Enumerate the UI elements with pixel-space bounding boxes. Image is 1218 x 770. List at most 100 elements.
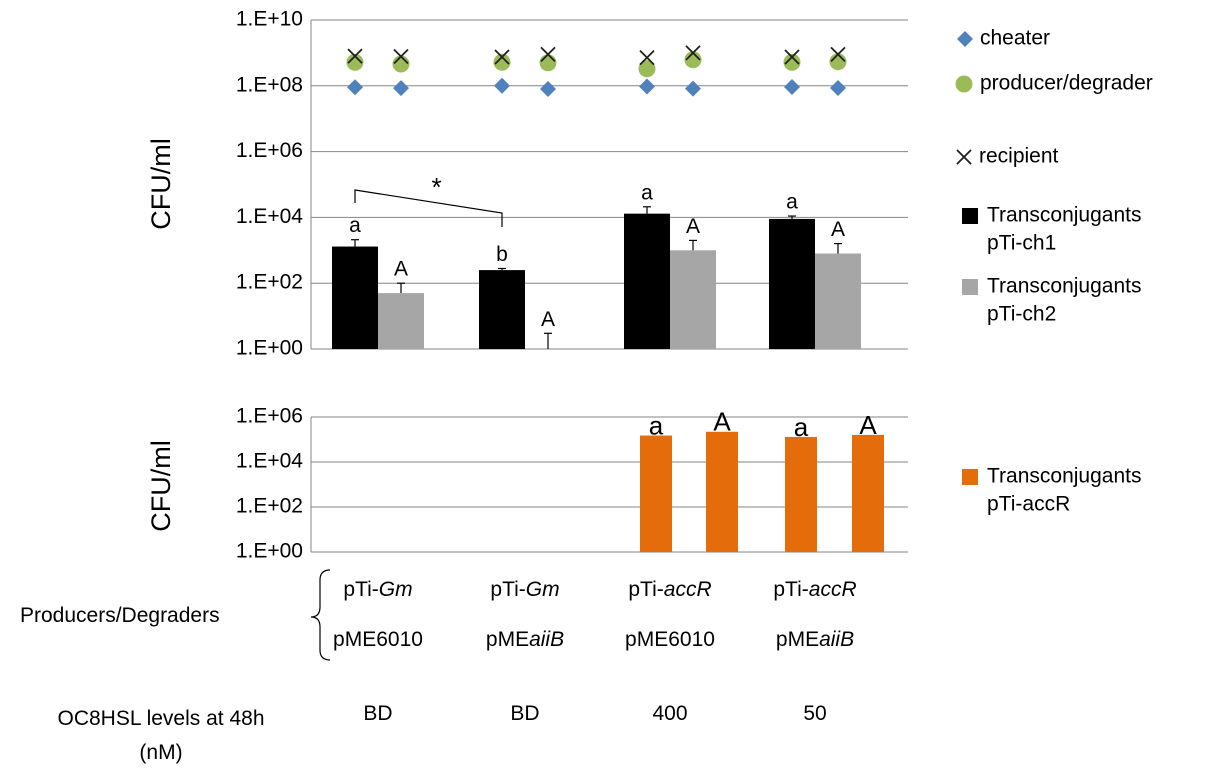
top-y-tick-label: 1.E+02 <box>236 271 303 294</box>
bottom-y-tick-label: 1.E+04 <box>236 450 303 473</box>
degrader-plasmid-cell-prefix: pME6010 <box>625 628 715 651</box>
top-y-tick-label: 1.E+00 <box>236 337 303 360</box>
significance-letter-ch2: A <box>394 258 408 281</box>
legend-cheater-label: cheater <box>980 27 1050 50</box>
producers-row-1: pTi-Gm pTi-Gm pTi-accR pTi-accR <box>0 578 1218 604</box>
degrader-plasmid-cell-italic: aiiB <box>819 628 855 651</box>
producer-plasmid-cell-prefix: pTi- <box>343 578 379 601</box>
degrader-plasmid-cell: pMEaiiB <box>486 628 564 652</box>
legend-recipient-label: recipient <box>979 145 1059 168</box>
degrader-plasmid-cell-prefix: pME <box>485 628 530 651</box>
cheater-marker <box>393 80 409 97</box>
legend-ch1-label-line2: pTi-ch1 <box>987 232 1056 255</box>
top-panel: 1.E+00 1.E+02 1.E+04 1.E+06 1.E+08 1.E+10 CFU/… <box>146 8 908 360</box>
bar-accR <box>852 434 884 552</box>
producer-plasmid-cell-prefix: pTi- <box>628 578 664 601</box>
producer-plasmid-cell-italic: accR <box>808 578 857 601</box>
legend-ch2-label-line2: pTi-ch2 <box>987 303 1056 326</box>
significance-letter-ch1: a <box>641 181 653 204</box>
legend-accR-label-line2: pTi-accR <box>987 493 1070 516</box>
legend-accR-label-line1: Transconjugants <box>987 465 1141 488</box>
cheater-marker <box>784 78 800 95</box>
recipient-marker <box>685 45 701 61</box>
cheater-marker <box>830 79 846 96</box>
degrader-plasmid-cell: pME6010 <box>333 628 423 652</box>
legend-cheater-marker <box>957 31 973 47</box>
degrader-plasmid-cell: pME6010 <box>625 628 715 652</box>
producer-marker <box>493 53 511 71</box>
cheater-marker <box>494 77 510 94</box>
legend-producer-marker <box>955 75 973 93</box>
producer-marker <box>829 53 847 71</box>
legend-recipient-marker <box>956 149 972 165</box>
recipient-marker <box>784 49 800 65</box>
significance-letter-accR: a <box>794 412 809 442</box>
legend-ch1-swatch <box>962 208 978 224</box>
producer-plasmid-cell-prefix: pTi- <box>490 578 526 601</box>
recipient-marker <box>639 49 655 66</box>
top-y-tick-label: 1.E+10 <box>236 8 303 31</box>
producers-label-text: Producers/Degraders <box>20 604 220 627</box>
producer-marker <box>539 54 557 72</box>
top-y-tick-label: 1.E+06 <box>236 139 303 162</box>
recipient-marker <box>393 48 409 65</box>
producer-plasmid-cell: pTi-accR <box>628 578 711 602</box>
oc8-label-line2: (nM) <box>139 741 183 764</box>
legend: cheater producer/degrader recipient Transco… <box>955 27 1153 516</box>
producer-plasmid-cell: pTi-accR <box>773 578 856 602</box>
degrader-plasmid-cell: pMEaiiB <box>776 628 854 652</box>
significance-letter-accR: A <box>713 407 731 437</box>
producer-plasmid-cell-italic: accR <box>663 578 712 601</box>
bar-ch2 <box>378 293 424 349</box>
cheater-marker <box>347 79 363 96</box>
producer-marker <box>392 55 410 73</box>
bar-accR <box>640 435 672 552</box>
producer-plasmid-cell-italic: Gm <box>525 578 560 601</box>
oc8hsl-value-cell: BD <box>363 702 393 725</box>
significance-letter-ch1: b <box>496 243 508 266</box>
top-y-axis-label: CFU/ml <box>146 138 176 229</box>
legend-accR-swatch <box>962 469 978 485</box>
oc8hsl-value-cell: 400 <box>652 702 688 725</box>
recipient-marker <box>830 46 846 63</box>
producer-plasmid-cell-italic: Gm <box>378 578 413 601</box>
producer-marker <box>783 53 801 71</box>
legend-ch2-label-line1: Transconjugants <box>987 275 1141 298</box>
cheater-marker <box>540 80 556 97</box>
recipient-marker <box>494 49 510 65</box>
top-y-tick-label: 1.E+08 <box>236 73 303 96</box>
legend-ch1-label-line1: Transconjugants <box>987 204 1141 227</box>
producer-marker <box>346 53 364 71</box>
significance-letter-accR: A <box>859 410 877 440</box>
significance-letter-ch1: a <box>786 191 798 214</box>
significance-letter-accR: a <box>649 410 664 440</box>
producers-row-2: pME6010 pMEaiiB pME6010 pMEaiiB <box>0 628 1218 654</box>
top-y-tick-label: 1.E+04 <box>236 205 303 228</box>
producers-label: Producers/Degraders <box>20 604 220 628</box>
bottom-y-tick-label: 1.E+06 <box>236 405 303 428</box>
degrader-plasmid-cell-prefix: pME6010 <box>333 628 423 651</box>
degrader-plasmid-cell-prefix: pME <box>775 628 820 651</box>
bar-ch1 <box>479 270 525 349</box>
oc8-values-row: BD BD 400 50 <box>0 702 1218 728</box>
oc8-label: OC8HSL levels at 48h (nM) <box>16 702 306 770</box>
degrader-plasmid-cell-italic: aiiB <box>529 628 565 651</box>
oc8-label-line1: OC8HSL levels at 48h <box>57 707 265 730</box>
legend-ch2-swatch <box>962 279 978 295</box>
producer-plasmid-cell: pTi-Gm <box>343 578 412 602</box>
producer-marker <box>684 51 702 69</box>
bar-ch2 <box>670 250 716 349</box>
oc8hsl-value-cell: BD <box>510 702 540 725</box>
bar-ch1 <box>332 246 378 349</box>
bottom-y-tick-label: 1.E+02 <box>236 495 303 518</box>
significance-letter-ch2: A <box>831 218 845 241</box>
bar-ch1 <box>769 218 815 349</box>
recipient-marker <box>540 46 556 63</box>
oc8hsl-value-cell: 50 <box>803 702 827 725</box>
recipient-marker <box>347 48 363 64</box>
significance-letter-ch2: A <box>686 215 700 238</box>
brace-path <box>310 569 331 661</box>
legend-producer-label: producer/degrader <box>980 72 1153 95</box>
